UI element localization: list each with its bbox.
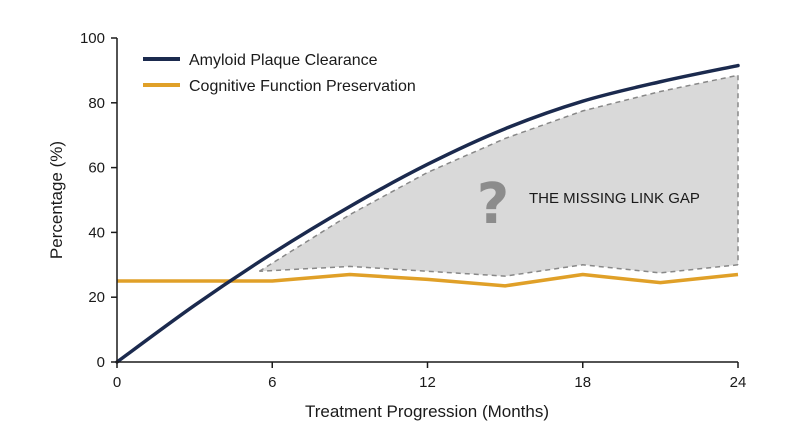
y-tick-label: 20: [88, 289, 105, 306]
series-line-cognitive: [117, 272, 739, 288]
y-tick-label: 0: [97, 354, 105, 371]
x-tick-label: 12: [419, 374, 436, 391]
gap-annotation-label: THE MISSING LINK GAP: [529, 190, 700, 207]
series-line-amyloid: [115, 63, 740, 364]
gap-region-fill: [259, 75, 738, 277]
x-tick-label: 6: [268, 374, 276, 391]
y-axis-label: Percentage (%): [47, 141, 66, 259]
y-tick-label: 40: [88, 224, 105, 241]
legend: Amyloid Plaque Clearance Cognitive Funct…: [143, 52, 416, 95]
ticks-layer: 0 6 12 18 24 0 20 40 60 80 100: [80, 30, 746, 391]
gap-region-upper-border: [258, 74, 739, 272]
y-tick-label: 60: [88, 160, 105, 177]
y-tick-label: 80: [88, 95, 105, 112]
y-tick-label: 100: [80, 30, 105, 47]
gap-region-lower-border: [259, 264, 739, 277]
series-layer: [115, 63, 740, 364]
question-mark-icon: ?: [477, 172, 509, 237]
x-axis-label: Treatment Progression (Months): [305, 402, 549, 421]
x-tick-label: 0: [113, 374, 121, 391]
x-tick-label: 24: [730, 374, 747, 391]
legend-label-cognitive: Cognitive Function Preservation: [189, 78, 416, 95]
x-tick-label: 18: [574, 374, 591, 391]
legend-label-amyloid: Amyloid Plaque Clearance: [189, 52, 378, 69]
gap-region-layer: [258, 74, 739, 277]
